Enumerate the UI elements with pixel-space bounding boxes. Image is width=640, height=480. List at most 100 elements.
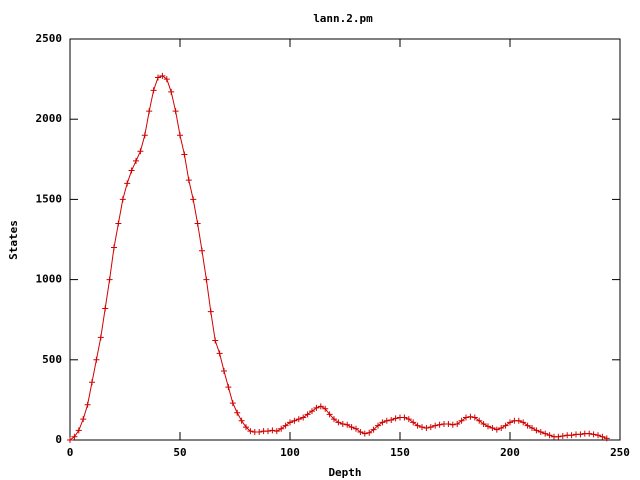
data-point — [449, 421, 456, 428]
data-point — [595, 432, 601, 439]
data-point — [163, 76, 170, 83]
data-point — [348, 424, 355, 431]
data-point — [392, 415, 399, 422]
data-point — [476, 417, 483, 424]
chart-title: lann.2.pm — [313, 12, 373, 25]
data-point — [432, 422, 439, 429]
data-point — [586, 430, 593, 437]
data-point — [155, 74, 161, 81]
data-point — [225, 384, 232, 391]
x-tick-label: 250 — [610, 446, 630, 459]
x-axis-label: Depth — [328, 466, 361, 479]
data-point — [199, 247, 205, 254]
data-point — [168, 88, 175, 95]
data-point — [401, 414, 408, 421]
x-tick-label: 200 — [500, 446, 520, 459]
data-point — [313, 404, 320, 411]
data-point — [273, 428, 280, 435]
data-point — [111, 244, 117, 251]
data-point — [256, 428, 263, 435]
data-point — [102, 305, 109, 312]
data-point — [181, 151, 188, 158]
data-point — [480, 420, 487, 427]
data-point — [405, 416, 412, 423]
y-tick-label: 500 — [42, 353, 62, 366]
data-point — [326, 411, 333, 418]
data-point — [357, 428, 364, 435]
data-point — [89, 379, 95, 386]
data-point — [203, 276, 210, 283]
data-point — [269, 427, 276, 434]
data-point — [243, 424, 249, 431]
data-point — [331, 416, 337, 423]
data-point — [97, 334, 104, 341]
data-point — [71, 433, 78, 440]
data-point — [489, 424, 496, 431]
data-point — [282, 422, 289, 429]
data-point — [190, 196, 197, 203]
data-point — [229, 400, 236, 407]
data-point — [67, 437, 73, 443]
data-point — [423, 424, 430, 431]
data-point — [361, 430, 368, 437]
data-point — [410, 419, 417, 426]
data-point — [207, 308, 214, 315]
data-point — [515, 417, 522, 424]
data-point — [172, 108, 179, 115]
data-point — [546, 432, 553, 439]
data-point — [133, 157, 139, 164]
data-point — [93, 356, 100, 363]
data-point — [555, 433, 562, 440]
data-point — [300, 414, 307, 421]
data-point — [177, 132, 183, 139]
data-point — [559, 432, 566, 439]
x-tick-label: 100 — [280, 446, 300, 459]
data-point — [317, 403, 324, 410]
data-point — [159, 72, 166, 79]
data-point — [529, 424, 535, 431]
data-point — [590, 431, 597, 438]
data-point — [493, 426, 500, 433]
data-point — [234, 409, 241, 416]
data-point — [119, 196, 126, 203]
data-point — [84, 401, 91, 408]
data-point — [335, 419, 342, 426]
data-point — [568, 432, 575, 439]
data-point — [520, 419, 527, 426]
x-tick-label: 150 — [390, 446, 410, 459]
y-tick-label: 1000 — [36, 273, 63, 286]
data-point — [247, 428, 254, 435]
x-tick-label: 50 — [173, 446, 186, 459]
data-point — [414, 422, 421, 429]
data-point — [454, 420, 461, 427]
data-point — [599, 433, 606, 440]
data-point — [353, 425, 359, 432]
y-axis-label: States — [7, 220, 20, 260]
data-point — [322, 405, 329, 412]
data-point — [221, 368, 227, 375]
data-point — [185, 177, 192, 184]
data-point — [427, 424, 434, 431]
data-point — [502, 422, 509, 429]
y-tick-label: 1500 — [36, 192, 63, 205]
data-point — [287, 419, 293, 426]
y-tick-label: 0 — [55, 433, 62, 446]
data-point — [265, 428, 271, 435]
data-point — [278, 425, 285, 432]
data-point — [419, 424, 425, 431]
data-point — [80, 416, 87, 423]
data-point — [124, 180, 131, 187]
data-point — [146, 108, 153, 115]
data-point — [194, 220, 201, 227]
data-point — [524, 422, 531, 429]
data-point — [309, 408, 315, 415]
data-point — [141, 132, 148, 139]
data-point — [436, 421, 443, 428]
data-point — [463, 414, 469, 421]
data-point — [150, 87, 157, 94]
data-point — [388, 416, 395, 423]
data-point — [485, 423, 491, 430]
data-point — [75, 427, 82, 434]
data-point — [603, 435, 610, 442]
